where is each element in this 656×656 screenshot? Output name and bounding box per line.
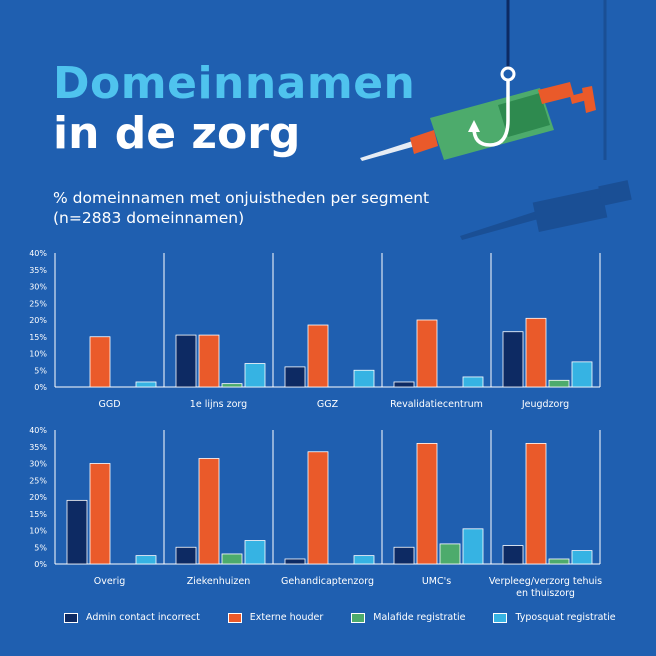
bar <box>571 361 593 388</box>
bar <box>525 442 547 565</box>
fish-hook-icon <box>472 80 510 147</box>
bar <box>221 383 243 388</box>
bar <box>439 543 461 565</box>
bar <box>502 545 524 565</box>
bar <box>244 540 266 565</box>
y-tick-label: 10% <box>29 527 47 536</box>
page-title-line2: in de zorg <box>53 108 301 159</box>
category-label: Overig <box>94 576 126 587</box>
category-label: Gehandicaptenzorg <box>281 576 374 587</box>
legend-item: Admin contact incorrect <box>64 612 200 623</box>
syringe-icon <box>360 82 596 161</box>
y-tick-label: 15% <box>29 510 47 519</box>
y-tick-label: 10% <box>29 350 47 359</box>
bar <box>284 366 306 388</box>
y-tick-label: 25% <box>29 476 47 485</box>
shadow-syringe-icon <box>460 180 632 240</box>
category-label: Jeugdzorg <box>521 399 569 410</box>
bar <box>198 334 220 388</box>
y-tick-label: 0% <box>34 383 47 392</box>
subtitle-line1: % domeinnamen met onjuistheden per segme… <box>53 189 430 207</box>
subtitle-line2: (n=2883 domeinnamen) <box>53 209 245 227</box>
chart-legend: Admin contact incorrect Externe houder Mal… <box>64 612 644 623</box>
bar <box>525 317 547 388</box>
bar <box>353 555 375 565</box>
legend-item: Malafide registratie <box>351 612 465 623</box>
bar <box>416 319 438 388</box>
y-tick-label: 20% <box>29 493 47 502</box>
category-label: Verpleeg/verzorg tehuis <box>489 576 602 587</box>
legend-item: Externe houder <box>227 612 324 623</box>
bar <box>307 324 329 388</box>
bar <box>548 379 570 388</box>
y-tick-label: 30% <box>29 283 47 292</box>
bar <box>89 463 111 565</box>
bar <box>462 376 484 388</box>
category-label: 1e lijns zorg <box>190 399 247 410</box>
category-label: UMC's <box>422 576 451 587</box>
y-tick-label: 40% <box>29 426 47 435</box>
bar <box>462 528 484 565</box>
category-label: Revalidatiecentrum <box>390 399 483 410</box>
bar <box>244 363 266 388</box>
bar <box>198 458 220 565</box>
bar <box>502 331 524 388</box>
legend-item: Typosquat registratie <box>493 612 616 623</box>
category-label: en thuiszorg <box>516 588 575 599</box>
y-tick-label: 35% <box>29 266 47 275</box>
y-tick-label: 20% <box>29 316 47 325</box>
bar <box>571 550 593 565</box>
bar <box>135 555 157 565</box>
bar <box>66 499 88 565</box>
bar <box>393 546 415 565</box>
legend-swatch <box>493 612 508 623</box>
category-label: GGD <box>98 399 120 410</box>
y-tick-label: 5% <box>34 543 47 552</box>
chart-subtitle: % domeinnamen met onjuistheden per segme… <box>53 188 429 228</box>
legend-label: Admin contact incorrect <box>86 612 200 623</box>
bar <box>221 553 243 565</box>
bar <box>175 546 197 565</box>
y-tick-label: 35% <box>29 443 47 452</box>
bar <box>353 369 375 388</box>
y-tick-label: 40% <box>29 249 47 258</box>
y-tick-label: 5% <box>34 366 47 375</box>
legend-label: Externe houder <box>249 612 324 623</box>
y-tick-label: 15% <box>29 333 47 342</box>
y-tick-label: 30% <box>29 460 47 469</box>
bar <box>416 442 438 565</box>
bar <box>393 381 415 388</box>
legend-swatch <box>64 612 78 623</box>
y-tick-label: 0% <box>34 560 47 569</box>
bar <box>175 334 197 388</box>
category-label: Ziekenhuizen <box>187 576 251 587</box>
y-tick-label: 25% <box>29 299 47 308</box>
hook-barb-icon <box>468 120 480 132</box>
legend-label: Typosquat registratie <box>515 612 616 623</box>
bar <box>135 381 157 388</box>
legend-label: Malafide registratie <box>373 612 466 623</box>
legend-swatch <box>227 612 242 623</box>
syringe-hook-illustration <box>360 0 632 240</box>
bar <box>307 451 329 565</box>
bar <box>89 336 111 388</box>
page-title-line1: Domeinnamen <box>53 58 416 109</box>
category-label: GGZ <box>317 399 339 410</box>
legend-swatch <box>351 612 366 623</box>
bar <box>548 558 570 565</box>
bar <box>284 558 306 565</box>
